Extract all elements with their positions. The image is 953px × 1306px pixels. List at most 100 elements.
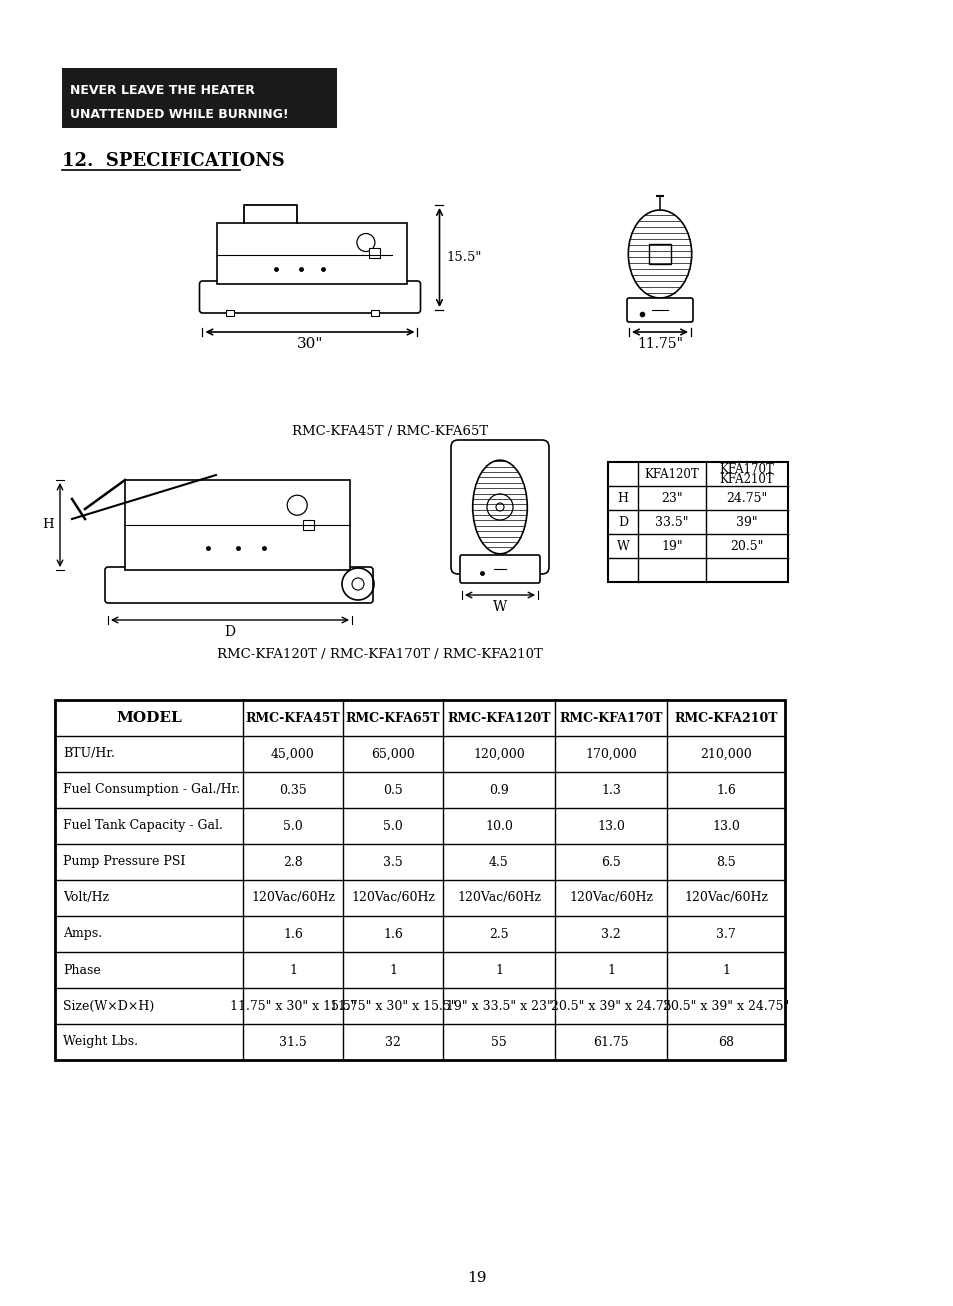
- Text: 11.75" x 30" x 15.5": 11.75" x 30" x 15.5": [230, 999, 355, 1012]
- Text: NEVER LEAVE THE HEATER: NEVER LEAVE THE HEATER: [70, 84, 254, 97]
- Text: 2.5: 2.5: [489, 927, 508, 940]
- Text: 20.5" x 39" x 24.75": 20.5" x 39" x 24.75": [662, 999, 788, 1012]
- Text: Weight Lbs.: Weight Lbs.: [63, 1036, 138, 1049]
- FancyBboxPatch shape: [459, 555, 539, 582]
- Text: H: H: [42, 518, 54, 532]
- FancyBboxPatch shape: [451, 440, 548, 575]
- Text: 24.75": 24.75": [725, 491, 767, 504]
- Text: Volt/Hz: Volt/Hz: [63, 892, 109, 905]
- FancyBboxPatch shape: [626, 298, 692, 323]
- Text: 120Vac/60Hz: 120Vac/60Hz: [568, 892, 652, 905]
- Text: 1: 1: [389, 964, 396, 977]
- Text: 210,000: 210,000: [700, 747, 751, 760]
- Text: 33.5": 33.5": [655, 516, 688, 529]
- Text: 120Vac/60Hz: 120Vac/60Hz: [351, 892, 435, 905]
- Text: 13.0: 13.0: [597, 819, 624, 832]
- Bar: [226, 310, 234, 316]
- Bar: [648, 244, 670, 264]
- Text: RMC-KFA45T: RMC-KFA45T: [246, 712, 340, 725]
- Text: 1.3: 1.3: [600, 784, 620, 797]
- Text: KFA210T: KFA210T: [719, 473, 774, 486]
- Text: 13.0: 13.0: [711, 819, 740, 832]
- Text: 6.5: 6.5: [600, 855, 620, 868]
- Text: 23": 23": [660, 491, 682, 504]
- Bar: [302, 520, 314, 529]
- Text: 3.2: 3.2: [600, 927, 620, 940]
- Text: 120,000: 120,000: [473, 747, 524, 760]
- Text: MODEL: MODEL: [116, 710, 182, 725]
- Text: 8.5: 8.5: [716, 855, 735, 868]
- Text: RMC-KFA65T: RMC-KFA65T: [345, 712, 439, 725]
- Text: 0.9: 0.9: [489, 784, 508, 797]
- Text: 11.75": 11.75": [637, 337, 682, 351]
- Text: 15.5": 15.5": [446, 251, 481, 264]
- Text: 31.5: 31.5: [279, 1036, 307, 1049]
- FancyBboxPatch shape: [62, 68, 336, 128]
- Text: 170,000: 170,000: [584, 747, 637, 760]
- Text: 19: 19: [467, 1271, 486, 1285]
- Text: 1.6: 1.6: [716, 784, 735, 797]
- Bar: [125, 481, 350, 569]
- Text: 3.5: 3.5: [383, 855, 402, 868]
- Text: 32: 32: [385, 1036, 400, 1049]
- Text: 120Vac/60Hz: 120Vac/60Hz: [456, 892, 540, 905]
- Text: RMC-KFA45T / RMC-KFA65T: RMC-KFA45T / RMC-KFA65T: [292, 424, 488, 438]
- Text: RMC-KFA120T: RMC-KFA120T: [447, 712, 550, 725]
- Text: BTU/Hr.: BTU/Hr.: [63, 747, 114, 760]
- Text: 1.6: 1.6: [283, 927, 303, 940]
- Text: 120Vac/60Hz: 120Vac/60Hz: [251, 892, 335, 905]
- Text: 0.5: 0.5: [383, 784, 402, 797]
- Text: H: H: [617, 491, 628, 504]
- FancyBboxPatch shape: [199, 281, 420, 313]
- Text: 68: 68: [718, 1036, 733, 1049]
- Text: RMC-KFA170T: RMC-KFA170T: [558, 712, 662, 725]
- Text: Size(W×D×H): Size(W×D×H): [63, 999, 154, 1012]
- Text: 19" x 33.5" x 23": 19" x 33.5" x 23": [445, 999, 552, 1012]
- Bar: [55, 700, 784, 1060]
- Text: 120Vac/60Hz: 120Vac/60Hz: [683, 892, 767, 905]
- Text: Fuel Tank Capacity - Gal.: Fuel Tank Capacity - Gal.: [63, 819, 223, 832]
- Text: KFA120T: KFA120T: [644, 468, 699, 481]
- Text: 20.5" x 39" x 24.75: 20.5" x 39" x 24.75: [550, 999, 671, 1012]
- Ellipse shape: [472, 460, 527, 554]
- Text: 1: 1: [721, 964, 729, 977]
- Text: Phase: Phase: [63, 964, 101, 977]
- Text: Amps.: Amps.: [63, 927, 102, 940]
- Text: 30": 30": [296, 337, 323, 351]
- Bar: [369, 248, 379, 259]
- Text: 2.8: 2.8: [283, 855, 302, 868]
- Text: 20.5": 20.5": [730, 539, 763, 552]
- Text: 55: 55: [491, 1036, 506, 1049]
- Bar: [217, 223, 407, 283]
- Text: 1: 1: [495, 964, 502, 977]
- Text: 61.75: 61.75: [593, 1036, 628, 1049]
- Text: 1.6: 1.6: [383, 927, 402, 940]
- Text: 5.0: 5.0: [383, 819, 402, 832]
- Text: 3.7: 3.7: [716, 927, 735, 940]
- Text: 65,000: 65,000: [371, 747, 415, 760]
- Text: KFA170T: KFA170T: [719, 462, 774, 475]
- Text: 19": 19": [660, 539, 682, 552]
- Text: RMC-KFA120T / RMC-KFA170T / RMC-KFA210T: RMC-KFA120T / RMC-KFA170T / RMC-KFA210T: [217, 648, 542, 661]
- Text: 39": 39": [736, 516, 757, 529]
- Text: D: D: [224, 626, 235, 639]
- Text: 11.75" x 30" x 15.5": 11.75" x 30" x 15.5": [330, 999, 456, 1012]
- Text: D: D: [618, 516, 627, 529]
- Text: RMC-KFA210T: RMC-KFA210T: [674, 712, 777, 725]
- Text: 5.0: 5.0: [283, 819, 302, 832]
- Text: 12.  SPECIFICATIONS: 12. SPECIFICATIONS: [62, 151, 284, 170]
- Bar: [607, 462, 787, 582]
- Text: 0.35: 0.35: [279, 784, 307, 797]
- Text: 10.0: 10.0: [484, 819, 513, 832]
- Text: W: W: [616, 539, 629, 552]
- Bar: [371, 310, 379, 316]
- Text: 1: 1: [289, 964, 296, 977]
- FancyBboxPatch shape: [105, 567, 373, 603]
- Text: Fuel Consumption - Gal./Hr.: Fuel Consumption - Gal./Hr.: [63, 784, 240, 797]
- Text: 45,000: 45,000: [271, 747, 314, 760]
- Text: 4.5: 4.5: [489, 855, 508, 868]
- Ellipse shape: [628, 210, 691, 298]
- Text: 1: 1: [606, 964, 615, 977]
- Text: Pump Pressure PSI: Pump Pressure PSI: [63, 855, 185, 868]
- Text: UNATTENDED WHILE BURNING!: UNATTENDED WHILE BURNING!: [70, 108, 289, 121]
